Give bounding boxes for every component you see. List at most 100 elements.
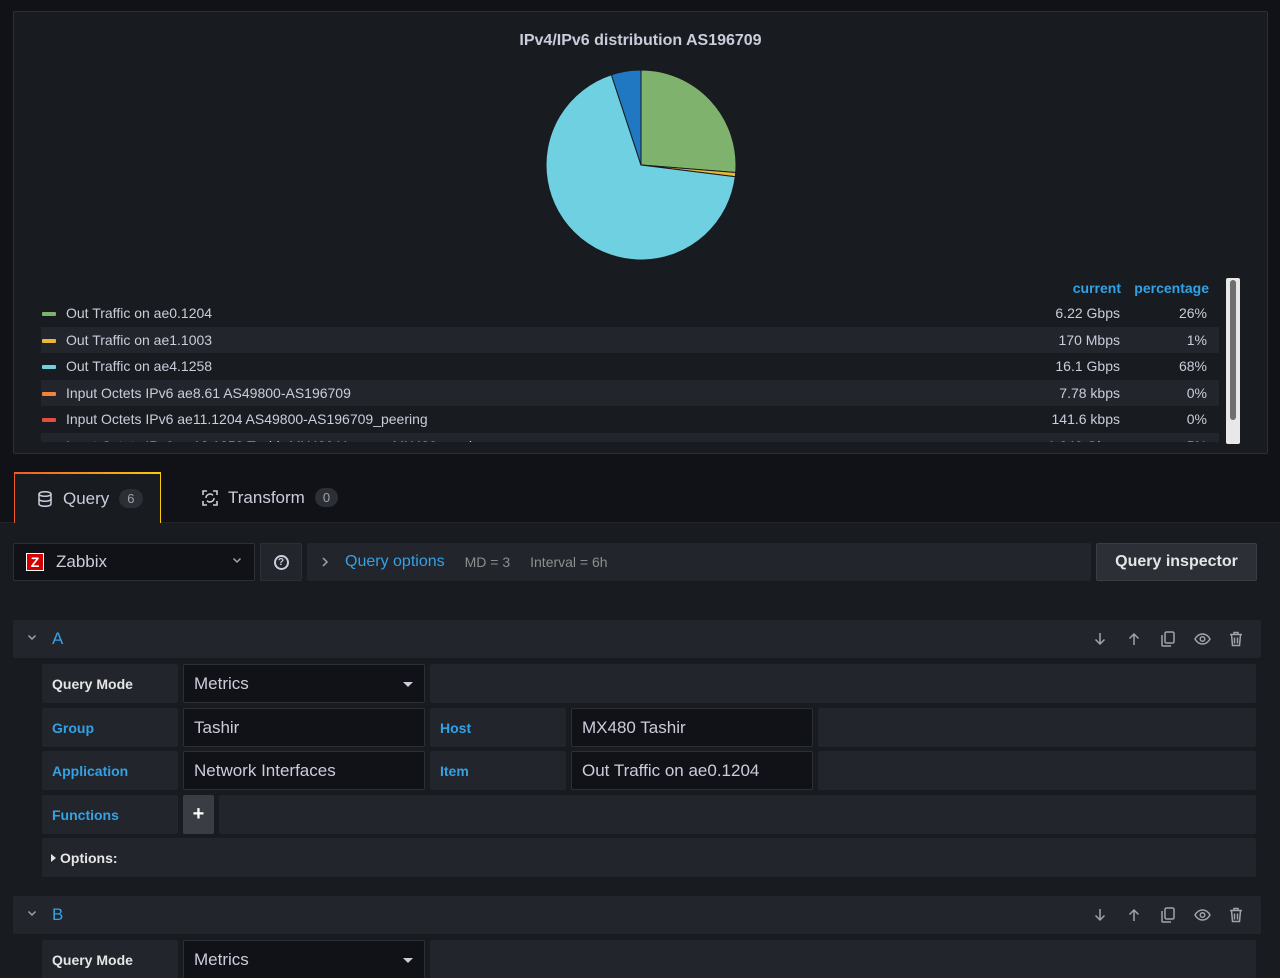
application-label: Application bbox=[42, 751, 178, 790]
query-mode-label: Query Mode bbox=[42, 664, 178, 703]
legend-swatch[interactable] bbox=[42, 365, 56, 369]
query-editor: Z Zabbix ? Query options MD = 3 Interval… bbox=[0, 523, 1280, 978]
add-function-button[interactable]: + bbox=[183, 795, 214, 834]
arrow-down-icon[interactable] bbox=[1091, 630, 1109, 648]
query-row-header-a[interactable]: A bbox=[13, 620, 1261, 658]
tab-query[interactable]: Query 6 bbox=[14, 472, 161, 523]
query-options-bar[interactable]: Query options MD = 3 Interval = 6h bbox=[307, 543, 1091, 581]
application-input[interactable]: Network Interfaces bbox=[183, 751, 425, 790]
legend-scrollbar-thumb[interactable] bbox=[1230, 280, 1236, 420]
plus-icon: + bbox=[192, 803, 205, 825]
query-ref-id[interactable]: B bbox=[52, 905, 64, 924]
legend-percentage-value: 0% bbox=[1186, 384, 1207, 401]
legend-row[interactable]: Out Traffic on ae0.1204 6.22 Gbps 26% bbox=[41, 300, 1219, 327]
tab-transform[interactable]: Transform 0 bbox=[190, 472, 360, 523]
legend-row[interactable]: Input Octets IPv6 ae11.1204 AS49800-AS19… bbox=[41, 406, 1219, 433]
chevron-down-icon bbox=[232, 554, 242, 568]
query-options-md: MD = 3 bbox=[464, 554, 511, 570]
legend-series-name[interactable]: Input Octets IPv6 ae11.1204 AS49800-AS19… bbox=[66, 411, 428, 427]
filler bbox=[430, 940, 1256, 978]
filler bbox=[219, 795, 1256, 834]
legend-swatch[interactable] bbox=[42, 418, 56, 422]
legend-header-percentage[interactable]: percentage bbox=[1134, 280, 1209, 296]
query-ref-id[interactable]: A bbox=[52, 629, 64, 648]
panel-title[interactable]: IPv4/IPv6 distribution AS196709 bbox=[519, 32, 762, 49]
arrow-up-icon[interactable] bbox=[1125, 906, 1143, 924]
caret-down-icon bbox=[403, 958, 413, 963]
query-mode-value: Metrics bbox=[194, 949, 249, 969]
pie-chart bbox=[545, 69, 737, 261]
query-inspector-button[interactable]: Query inspector bbox=[1096, 543, 1257, 581]
legend-current-value: 1.240 Gbps bbox=[1048, 438, 1120, 443]
query-row-actions bbox=[1091, 906, 1245, 924]
legend-current-value: 16.1 Gbps bbox=[1055, 358, 1120, 374]
item-label: Item bbox=[430, 751, 566, 790]
query-mode-select[interactable]: Metrics bbox=[183, 940, 425, 978]
legend-row[interactable]: Input Octets IPv6 ae8.61 AS49800-AS19670… bbox=[41, 379, 1219, 406]
options-label: Options: bbox=[60, 849, 118, 866]
legend-swatch[interactable] bbox=[42, 391, 56, 396]
chevron-down-icon[interactable] bbox=[27, 631, 37, 645]
item-input[interactable]: Out Traffic on ae0.1204 bbox=[571, 751, 813, 790]
trash-icon[interactable] bbox=[1227, 906, 1245, 924]
query-mode-select[interactable]: Metrics bbox=[183, 664, 425, 703]
legend-row[interactable]: Input Octets IPv6 ae12.1258 Tashir-MX480… bbox=[41, 432, 1219, 443]
question-circle-icon: ? bbox=[273, 554, 289, 570]
legend-percentage-value: 68% bbox=[1178, 358, 1207, 374]
legend-percentage-value: 26% bbox=[1178, 305, 1207, 321]
legend-series-name[interactable]: Input Octets IPv6 ae8.61 AS49800-AS19670… bbox=[66, 384, 351, 401]
trash-icon[interactable] bbox=[1227, 630, 1245, 648]
legend-swatch[interactable] bbox=[42, 338, 56, 343]
eye-icon[interactable] bbox=[1193, 906, 1211, 924]
eye-icon[interactable] bbox=[1193, 630, 1211, 648]
query-row-actions bbox=[1091, 630, 1245, 648]
chevron-down-icon[interactable] bbox=[27, 907, 37, 921]
tab-query-count: 6 bbox=[119, 489, 143, 508]
transform-icon bbox=[202, 489, 218, 506]
host-input[interactable]: MX480 Tashir bbox=[571, 708, 813, 747]
database-icon bbox=[37, 490, 53, 507]
legend-series-name[interactable]: Out Traffic on ae1.1003 bbox=[66, 331, 213, 348]
legend-percentage-value: 0% bbox=[1186, 411, 1207, 427]
query-mode-value: Metrics bbox=[194, 673, 249, 693]
group-input[interactable]: Tashir bbox=[183, 708, 425, 747]
zabbix-logo-icon: Z bbox=[26, 553, 44, 571]
legend-percentage-value: 5% bbox=[1187, 438, 1207, 443]
filler bbox=[818, 708, 1256, 747]
query-row-header-b[interactable]: B bbox=[13, 896, 1261, 934]
filler bbox=[818, 751, 1256, 790]
pie-slice[interactable] bbox=[545, 74, 736, 261]
panel: IPv4/IPv6 distribution AS196709 current … bbox=[13, 11, 1268, 454]
host-label: Host bbox=[430, 708, 566, 747]
datasource-picker[interactable]: Z Zabbix bbox=[13, 543, 255, 581]
legend-scrollbar[interactable] bbox=[1226, 278, 1240, 444]
caret-down-icon bbox=[403, 682, 413, 687]
legend-row[interactable]: Out Traffic on ae4.1258 16.1 Gbps 68% bbox=[41, 353, 1219, 380]
legend-header: current percentage bbox=[14, 280, 1224, 298]
tab-transform-count: 0 bbox=[314, 488, 339, 507]
legend-series-name[interactable]: Out Traffic on ae4.1258 bbox=[66, 358, 213, 374]
chevron-right-icon bbox=[321, 555, 329, 570]
legend-series-name[interactable]: Input Octets IPv6 ae12.1258 Tashir-MX480… bbox=[66, 438, 488, 443]
query-options-label[interactable]: Query options bbox=[345, 553, 445, 570]
legend-swatch[interactable] bbox=[42, 312, 56, 316]
copy-icon[interactable] bbox=[1159, 906, 1177, 924]
query-mode-label: Query Mode bbox=[42, 940, 178, 978]
group-label: Group bbox=[42, 708, 178, 747]
datasource-help-button[interactable]: ? bbox=[260, 543, 302, 581]
options-toggle[interactable]: Options: bbox=[42, 838, 1256, 877]
copy-icon[interactable] bbox=[1159, 630, 1177, 648]
legend-row[interactable]: Out Traffic on ae1.1003 170 Mbps 1% bbox=[41, 326, 1219, 353]
arrow-down-icon[interactable] bbox=[1091, 906, 1109, 924]
legend: Out Traffic on ae0.1204 6.22 Gbps 26% Out T… bbox=[41, 300, 1219, 442]
legend-series-name[interactable]: Out Traffic on ae0.1204 bbox=[66, 305, 213, 321]
query-options-interval: Interval = 6h bbox=[530, 554, 608, 570]
arrow-up-icon[interactable] bbox=[1125, 630, 1143, 648]
pie-slice[interactable] bbox=[640, 69, 737, 174]
datasource-name: Zabbix bbox=[56, 552, 108, 571]
caret-right-icon bbox=[51, 853, 56, 862]
pie-slice[interactable] bbox=[610, 69, 642, 166]
legend-header-current[interactable]: current bbox=[1072, 280, 1121, 296]
legend-current-value: 170 Mbps bbox=[1058, 331, 1120, 348]
tab-transform-label: Transform bbox=[228, 487, 305, 507]
